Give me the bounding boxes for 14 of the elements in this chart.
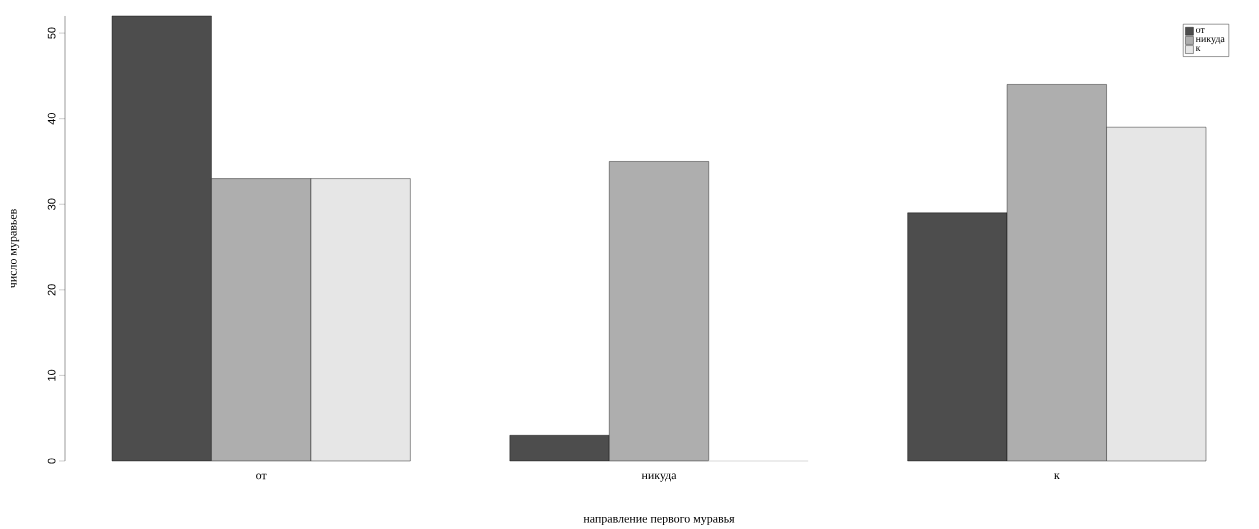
x-tick-label: никуда	[641, 473, 677, 482]
x-axis-title: направление первого муравья	[583, 516, 735, 526]
y-tick-label: 20	[47, 284, 56, 296]
y-tick-label: 10	[47, 369, 56, 381]
legend-label: никуда	[1195, 37, 1225, 45]
legend-label: от	[1196, 28, 1205, 33]
y-tick-label: 50	[47, 27, 56, 39]
y-tick-label: 0	[47, 458, 56, 464]
x-tick-label: от	[256, 473, 267, 480]
y-tick-label: 40	[47, 113, 56, 125]
legend-label: к	[1195, 46, 1201, 52]
y-axis-title: число муравьев	[10, 209, 20, 289]
y-tick-label: 30	[47, 198, 56, 210]
x-tick-label: к	[1054, 473, 1060, 479]
